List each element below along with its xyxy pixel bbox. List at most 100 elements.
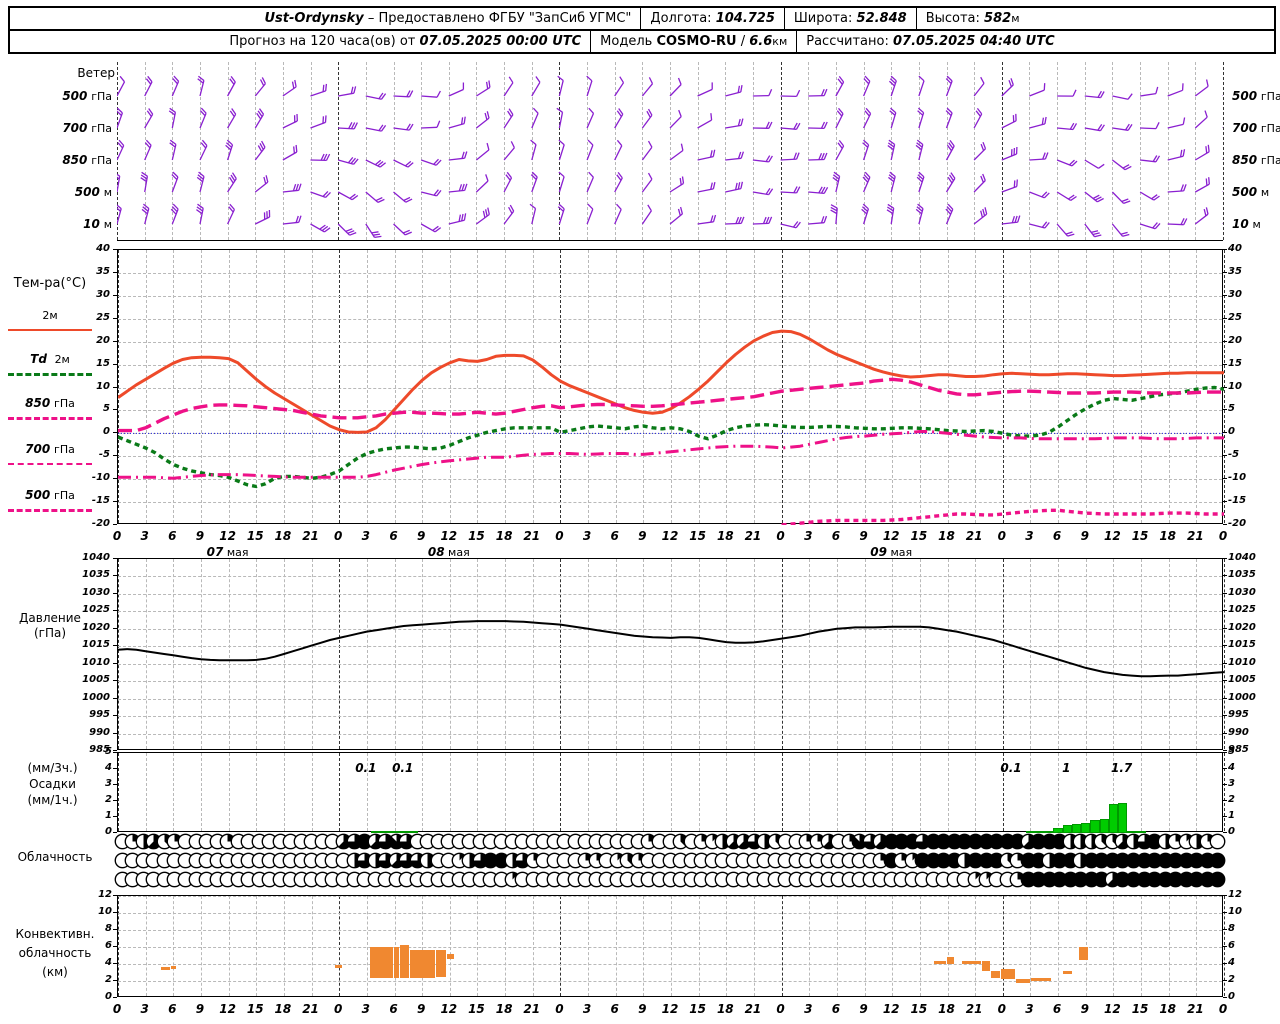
tick-mark bbox=[1223, 249, 1227, 250]
tick-mark bbox=[113, 929, 117, 930]
tick-mark bbox=[1223, 750, 1227, 751]
pressure-tick-right: 1015 bbox=[1228, 639, 1256, 651]
grid-line-vertical bbox=[532, 250, 534, 523]
convective-cloud-bar bbox=[400, 945, 410, 978]
grid-line-vertical bbox=[394, 559, 396, 749]
legend-label-4: 500 гПа bbox=[25, 488, 75, 503]
tick-mark bbox=[1223, 575, 1227, 577]
x-hour-label: 12 bbox=[440, 529, 458, 543]
tick-mark bbox=[1223, 752, 1227, 753]
tick-mark bbox=[113, 997, 117, 998]
pressure-tick-left: 1040 bbox=[82, 552, 110, 563]
grid-line-vertical bbox=[974, 62, 976, 240]
tick-mark bbox=[113, 662, 117, 664]
temperature-tick-right: 40 bbox=[1228, 243, 1242, 254]
grid-line-vertical bbox=[975, 896, 977, 996]
tick-mark bbox=[113, 340, 117, 342]
grid-line-vertical bbox=[1057, 62, 1059, 240]
temperature-tick-left: 35 bbox=[96, 265, 110, 277]
tick-mark bbox=[1223, 912, 1227, 913]
x-hour-label-bottom: 9 bbox=[195, 1002, 205, 1016]
grid-line-vertical bbox=[532, 753, 534, 831]
grid-line-vertical bbox=[918, 62, 920, 240]
pressure-tick-right: 1030 bbox=[1228, 586, 1256, 598]
grid-line-vertical bbox=[256, 753, 258, 831]
tick-mark bbox=[113, 317, 117, 319]
precip-tick-right: 0 bbox=[1228, 826, 1235, 837]
tick-mark bbox=[1223, 946, 1227, 947]
grid-line-horizontal bbox=[118, 576, 1222, 578]
calculated-label: Рассчитано: bbox=[806, 34, 889, 49]
pressure-tick-right: 1005 bbox=[1228, 674, 1256, 686]
pressure-tick-right: 1010 bbox=[1228, 656, 1256, 668]
precip-amount-label: 0.1 bbox=[392, 761, 414, 775]
provider-text: Предоставлено ФГБУ "ЗапСиб УГМС" bbox=[378, 11, 632, 26]
grid-line-vertical bbox=[671, 559, 672, 749]
grid-line-vertical bbox=[863, 62, 865, 240]
grid-line-vertical bbox=[560, 753, 562, 831]
convective-cloud-bar bbox=[1031, 978, 1051, 982]
grid-line-vertical bbox=[1030, 896, 1032, 996]
wind-level-label-2: 850 гПа bbox=[1232, 153, 1280, 167]
grid-line-vertical bbox=[697, 62, 699, 240]
latitude-value: 52.848 bbox=[856, 11, 907, 26]
station-name: Ust-Ordynsky bbox=[264, 11, 364, 26]
grid-line-horizontal bbox=[118, 930, 1222, 931]
altitude-value: 582 bbox=[984, 11, 1012, 26]
grid-line-vertical bbox=[587, 62, 589, 240]
x-hour-label: 12 bbox=[882, 529, 900, 543]
tick-mark bbox=[1223, 294, 1227, 296]
wind-level-label-4: 10 м bbox=[1232, 217, 1261, 231]
precip-bar bbox=[1090, 820, 1100, 833]
grid-line-vertical bbox=[975, 753, 977, 831]
grid-line-vertical bbox=[1058, 559, 1060, 749]
tick-mark bbox=[113, 946, 117, 947]
x-hour-label-bottom: 21 bbox=[965, 1002, 983, 1016]
grid-line-vertical bbox=[117, 62, 118, 240]
grid-line-vertical bbox=[366, 753, 368, 831]
grid-line-vertical bbox=[1002, 753, 1004, 831]
tick-mark bbox=[113, 800, 117, 801]
x-hour-label-bottom: 15 bbox=[468, 1002, 485, 1016]
x-hour-label-bottom: 6 bbox=[389, 1002, 398, 1016]
x-hour-label: 3 bbox=[1025, 529, 1034, 543]
grid-line-horizontal bbox=[118, 387, 1222, 389]
grid-line-vertical bbox=[505, 250, 507, 523]
grid-line-vertical bbox=[1223, 62, 1224, 240]
grid-line-horizontal bbox=[118, 981, 1222, 982]
tick-mark bbox=[1223, 816, 1227, 817]
grid-line-vertical bbox=[449, 250, 451, 523]
grid-line-vertical bbox=[532, 559, 534, 749]
model-resolution-unit: км bbox=[772, 35, 788, 48]
header-box: Ust-Ordynsky – Предоставлено ФГБУ "ЗапСи… bbox=[8, 6, 1276, 54]
grid-line-vertical bbox=[311, 250, 313, 523]
grid-line-horizontal bbox=[118, 410, 1222, 412]
grid-line-vertical bbox=[311, 896, 313, 996]
grid-line-vertical bbox=[421, 62, 423, 240]
grid-line-vertical bbox=[477, 896, 479, 996]
grid-line-vertical bbox=[836, 559, 838, 749]
cloud-octa-symbol bbox=[1209, 852, 1226, 869]
temperature-tick-left: 30 bbox=[96, 288, 110, 300]
grid-line-horizontal bbox=[118, 295, 1222, 297]
model-label: Модель bbox=[600, 34, 653, 49]
x-hour-label-bottom: 18 bbox=[716, 1002, 734, 1016]
latitude-label: Широта: bbox=[793, 11, 853, 26]
temperature-tick-right: 10 bbox=[1228, 380, 1242, 392]
convective-cloud-bar bbox=[369, 947, 393, 978]
x-hour-label-bottom: 6 bbox=[168, 1002, 177, 1016]
convective-tick-left: 0 bbox=[105, 991, 112, 1002]
tick-mark bbox=[1223, 732, 1227, 734]
forecast-time: 07.05.2025 00:00 UTC bbox=[419, 34, 582, 49]
x-hour-label: 3 bbox=[140, 529, 149, 543]
grid-line-vertical bbox=[366, 559, 368, 749]
x-hour-label: 3 bbox=[361, 529, 371, 543]
tick-mark bbox=[113, 895, 117, 896]
x-hour-label-bottom: 0 bbox=[997, 1002, 1006, 1016]
tick-mark bbox=[113, 697, 117, 699]
wind-barbs bbox=[117, 75, 1223, 239]
grid-line-vertical bbox=[366, 250, 368, 523]
grid-line-vertical bbox=[726, 753, 728, 831]
x-hour-label-bottom: 18 bbox=[495, 1002, 513, 1016]
convective-label-line3: (км) bbox=[42, 965, 68, 979]
